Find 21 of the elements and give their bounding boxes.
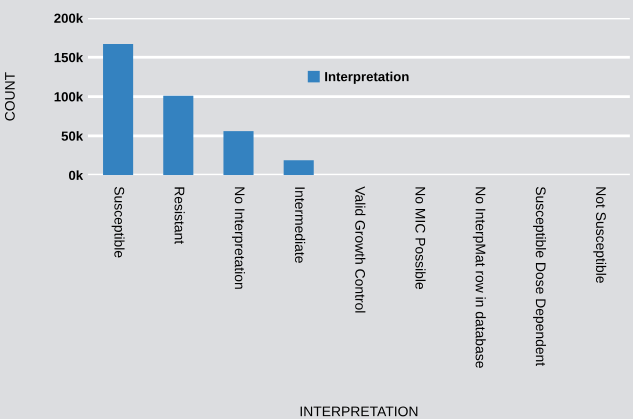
x-tick-label: No InterpMat row in database: [472, 187, 486, 368]
y-tick-label: 50k: [62, 131, 84, 141]
x-tick-label: Intermediate: [294, 188, 306, 263]
y-axis-title: COUNT: [4, 72, 15, 121]
bar: [103, 44, 134, 176]
legend-label: Interpretation: [325, 72, 409, 84]
x-tick-label: No Interpretation: [232, 187, 245, 289]
bar: [284, 160, 314, 176]
x-tick-label: Not Susceptible: [593, 187, 606, 283]
y-tick-label: 150k: [54, 52, 84, 62]
x-tick-label: No MIC Possible: [415, 187, 426, 290]
y-tick-label: 200k: [54, 13, 84, 23]
x-tick-label: Susceptible Dose Dependent: [533, 186, 546, 366]
bar: [163, 96, 194, 176]
x-tick-label: Valid Growth Control: [355, 186, 366, 312]
y-tick-label: 0k: [68, 170, 84, 180]
x-axis-title: INTERPRETATION: [300, 406, 418, 416]
x-tick-label: Resistant: [174, 187, 185, 244]
y-tick-label: 100k: [54, 92, 84, 102]
bar: [223, 131, 254, 176]
x-tick-label: Susceptible: [112, 186, 125, 258]
